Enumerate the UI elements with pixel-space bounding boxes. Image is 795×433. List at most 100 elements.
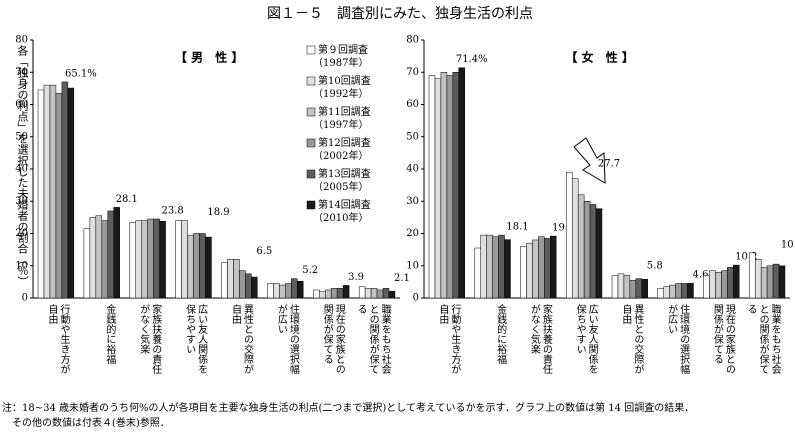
y-tick-label: 60 <box>406 99 419 110</box>
bar <box>251 276 258 299</box>
y-tick-label: 0 <box>22 293 28 304</box>
bar <box>571 178 579 299</box>
bar <box>760 267 768 299</box>
legend-label: 第13回調査（2005年） <box>313 167 371 193</box>
panel-title: 【 男 性 】 <box>175 50 243 65</box>
y-tick-label: 0 <box>413 293 419 304</box>
x-tick-label: 金銭的に裕福 <box>103 304 115 364</box>
bar <box>364 288 372 299</box>
x-tick-label: 住環境の選択幅が広い <box>275 304 299 374</box>
legend-swatch <box>306 200 316 210</box>
y-tick-label: 40 <box>15 164 28 175</box>
value-label: 19.2 <box>552 223 574 234</box>
bar <box>749 252 756 299</box>
value-label: 6.5 <box>256 246 272 257</box>
bar <box>727 267 734 299</box>
bar <box>617 273 625 299</box>
bar <box>324 289 332 299</box>
bar <box>486 234 493 299</box>
bar <box>193 233 200 299</box>
bar <box>566 171 573 299</box>
value-label: 5.8 <box>647 260 663 271</box>
bar <box>313 289 320 299</box>
bar <box>675 283 682 299</box>
bar <box>55 92 63 299</box>
y-tick-label: 20 <box>15 228 28 239</box>
bar <box>474 247 481 299</box>
value-label: 3.9 <box>348 272 364 283</box>
value-label: 28.1 <box>116 194 138 205</box>
bar <box>291 278 298 299</box>
bar <box>778 265 786 299</box>
bar <box>175 220 182 299</box>
value-label: 27.7 <box>598 159 620 170</box>
bar <box>733 264 740 299</box>
bar <box>336 288 344 299</box>
bar <box>577 194 585 299</box>
bar <box>446 75 454 299</box>
bar <box>83 228 91 299</box>
bar <box>221 262 228 299</box>
y-tick-label: 10 <box>406 260 419 271</box>
legend-label: 第９回調査（1987年） <box>313 43 368 69</box>
y-tick-label: 30 <box>15 196 28 207</box>
bar <box>583 201 591 299</box>
bar <box>766 265 774 299</box>
value-label: 18.1 <box>506 222 528 233</box>
panel-title: 【 女 性 】 <box>566 50 634 65</box>
bar <box>43 84 51 299</box>
y-tick-label: 80 <box>15 35 28 46</box>
bar <box>388 290 396 299</box>
bar <box>709 270 716 299</box>
bar <box>358 286 366 299</box>
legend-swatch <box>306 169 316 179</box>
bar <box>669 284 676 299</box>
bar <box>370 288 378 299</box>
y-tick-label: 50 <box>15 131 28 142</box>
bar <box>480 234 487 299</box>
bar <box>641 279 648 299</box>
x-tick-label: 家族扶養の責任がなく気楽 <box>528 304 552 374</box>
bar <box>629 280 637 299</box>
x-tick-label: 行動や生き方が自由 <box>45 304 69 374</box>
bar <box>113 207 120 299</box>
legend-swatch <box>306 107 316 117</box>
bar <box>285 283 292 299</box>
legend-swatch <box>306 138 316 148</box>
y-tick-label: 40 <box>406 164 419 175</box>
value-label: 10.0 <box>781 239 795 250</box>
bar <box>199 233 206 299</box>
bar <box>245 273 252 299</box>
y-tick-label: 20 <box>406 228 419 239</box>
bar <box>205 236 212 299</box>
bar <box>227 259 234 299</box>
bar <box>440 72 448 299</box>
legend-swatch <box>306 76 316 86</box>
bar <box>279 284 286 299</box>
bar <box>754 259 762 299</box>
y-tick-label: 70 <box>15 67 28 78</box>
bar <box>89 217 97 299</box>
x-tick-label: 金銭的に裕福 <box>494 304 506 364</box>
bar <box>67 87 75 299</box>
bar <box>342 285 350 299</box>
bar <box>267 283 274 299</box>
x-tick-label: 広い友人関係を保ちやすい <box>183 304 207 374</box>
x-tick-label: 異性との交際が自由 <box>229 304 253 374</box>
bar <box>589 204 597 299</box>
bar <box>526 242 533 299</box>
y-tick-label: 10 <box>15 260 28 271</box>
bar <box>159 220 166 299</box>
value-label: 4.6 <box>693 270 709 281</box>
bar <box>498 234 505 299</box>
bar <box>181 220 188 299</box>
bar <box>687 282 694 299</box>
legend-label: 第10回調査（1992年） <box>313 74 371 100</box>
value-label: 65.1% <box>65 68 97 79</box>
bar <box>623 275 631 299</box>
bar <box>635 278 643 299</box>
bar <box>538 236 545 299</box>
y-tick-label: 60 <box>15 99 28 110</box>
value-label: 71.4% <box>456 54 488 65</box>
x-tick-label: 行動や生き方が自由 <box>436 304 460 374</box>
